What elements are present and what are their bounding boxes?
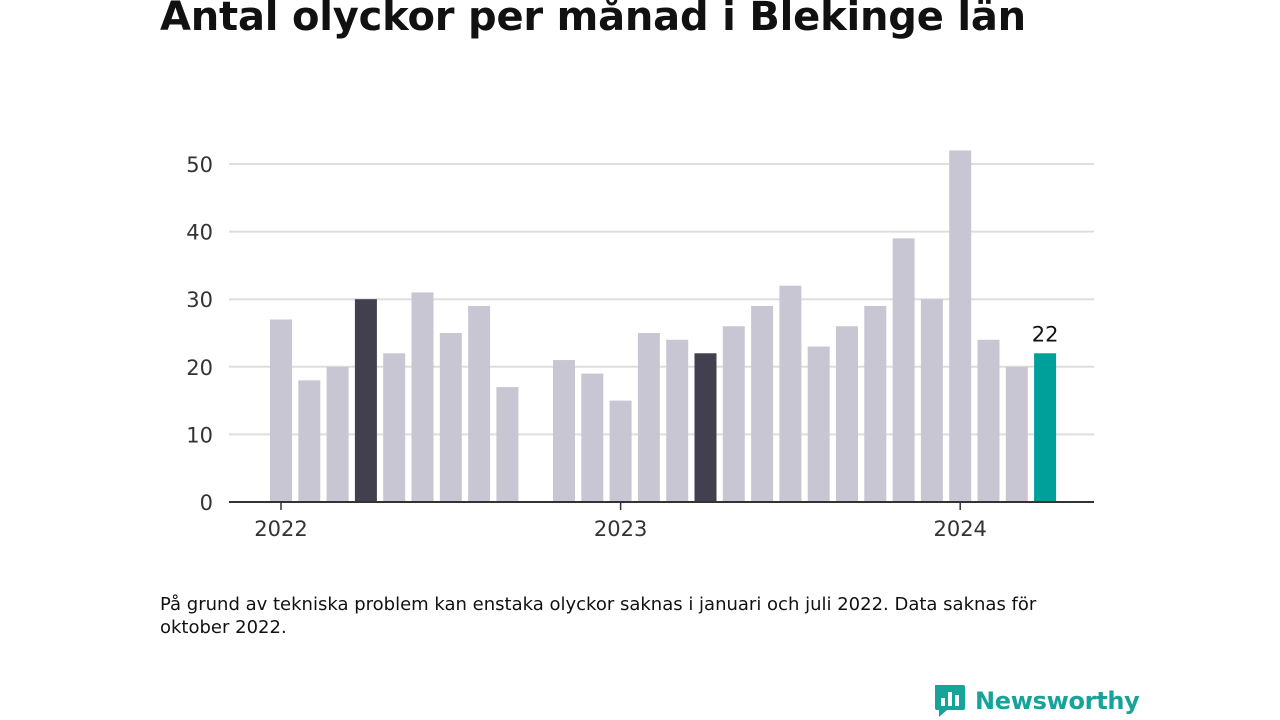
bar-2022-01	[270, 319, 292, 502]
x-tick-label: 2022	[254, 517, 307, 541]
brand-name: Newsworthy	[975, 687, 1140, 715]
bar-2023-09	[836, 326, 858, 502]
bar-2022-12	[581, 373, 604, 502]
x-tick-label: 2023	[594, 517, 647, 541]
bar-2023-05	[722, 326, 745, 502]
bar-2024-04	[1034, 353, 1057, 502]
bar-2023-10	[864, 305, 887, 502]
y-tick-label: 20	[186, 356, 213, 380]
bar-2024-01	[949, 150, 972, 503]
y-tick-label: 0	[200, 491, 213, 515]
newsworthy-logo-icon	[935, 685, 965, 717]
x-tick-label: 2024	[933, 517, 986, 541]
y-axis: 0 10 20 30 40 50	[186, 153, 213, 515]
bar-2022-11	[553, 360, 575, 502]
y-tick-label: 50	[186, 153, 213, 177]
chart-title: Antal olyckor per månad i Blekinge län	[160, 0, 1026, 40]
bar-2023-02	[637, 333, 660, 502]
bar-2022-04	[354, 299, 377, 502]
bar-2022-06	[411, 292, 434, 502]
y-tick-label: 40	[186, 221, 213, 245]
footnote: På grund av tekniska problem kan enstaka…	[160, 594, 1037, 638]
y-tick-label: 10	[186, 423, 213, 447]
value-label: 22	[1032, 322, 1059, 346]
bar-2023-01	[609, 400, 632, 502]
bar-2023-11	[892, 238, 915, 503]
bar-2023-06	[751, 305, 774, 502]
bar-2023-04	[694, 353, 717, 502]
y-tick-label: 30	[186, 288, 213, 312]
bar-2022-02	[298, 380, 321, 502]
bar-2022-05	[383, 353, 406, 502]
bar-2023-07	[779, 285, 802, 502]
bar-2023-12	[920, 299, 943, 502]
bar-2023-03	[666, 339, 689, 502]
x-axis: 2022 2023 2024	[254, 502, 987, 541]
brand: Newsworthy	[933, 683, 1140, 719]
bar-2022-07	[439, 333, 462, 502]
bar-2022-08	[468, 305, 491, 502]
bar-2022-09	[496, 387, 519, 502]
bar-2023-08	[807, 346, 830, 502]
bars	[270, 150, 1057, 503]
bar-2024-02	[977, 339, 1000, 502]
bar-2022-03	[326, 366, 349, 502]
bar-2024-03	[1005, 366, 1028, 502]
